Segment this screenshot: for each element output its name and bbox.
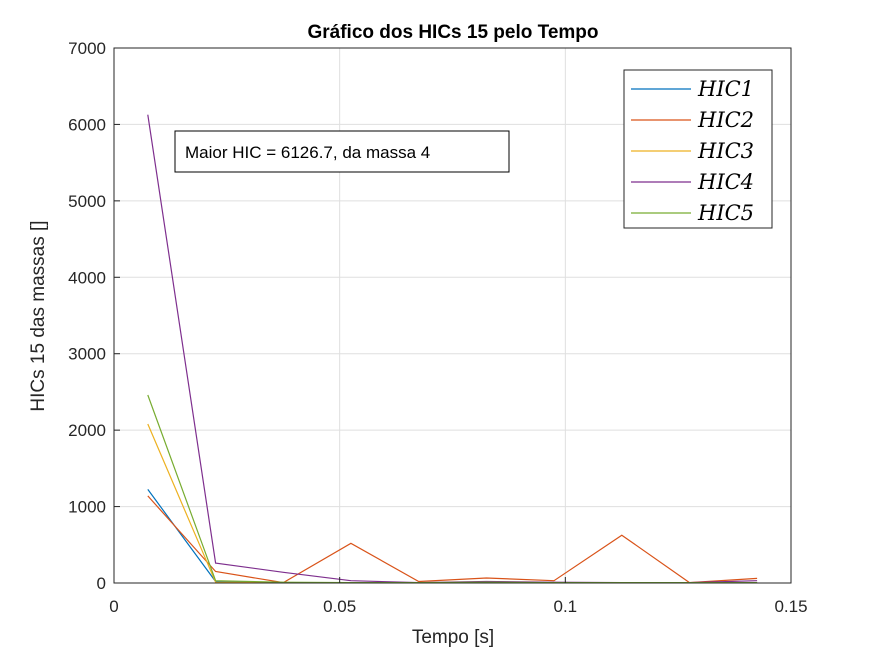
y-tick-label: 1000 <box>68 498 106 517</box>
annotation-box: Maior HIC = 6126.7, da massa 4 <box>174 130 510 173</box>
y-tick-label: 7000 <box>68 39 106 58</box>
x-tick-label: 0.1 <box>554 597 578 616</box>
y-axis-label: HICs 15 das massas [] <box>28 220 49 411</box>
legend-label-hic5: HIC5 <box>697 201 754 225</box>
y-tick-label: 5000 <box>68 192 106 211</box>
plot-border <box>113 47 792 584</box>
series-line-hic2 <box>147 495 758 584</box>
annotation-border <box>174 130 510 173</box>
legend-label-hic3: HIC3 <box>697 139 754 163</box>
x-tick-label: 0.05 <box>323 597 356 616</box>
legend-label-hic2: HIC2 <box>697 108 754 132</box>
x-axis-label: Tempo [s] <box>412 627 494 648</box>
y-tick-label: 6000 <box>68 115 106 134</box>
legend: HIC1 HIC2 HIC3 HIC4 HIC5 <box>623 69 773 229</box>
legend-label-hic1: HIC1 <box>697 77 754 101</box>
y-tick-label: 0 <box>97 574 106 593</box>
y-tick-label: 2000 <box>68 421 106 440</box>
x-tick-label: 0 <box>109 597 118 616</box>
x-tick-labels: 0 0.05 0.1 0.15 <box>109 577 808 616</box>
legend-box <box>623 69 773 229</box>
y-tick-label: 4000 <box>68 268 106 287</box>
y-tick-labels: 0 1000 2000 3000 4000 5000 6000 7000 <box>68 39 120 593</box>
x-tick-label: 0.15 <box>774 597 807 616</box>
y-tick-label: 3000 <box>68 345 106 364</box>
chart-title: Gráfico dos HICs 15 pelo Tempo <box>307 22 598 43</box>
annotation-text: Maior HIC = 6126.7, da massa 4 <box>185 143 430 162</box>
legend-label-hic4: HIC4 <box>697 170 754 194</box>
